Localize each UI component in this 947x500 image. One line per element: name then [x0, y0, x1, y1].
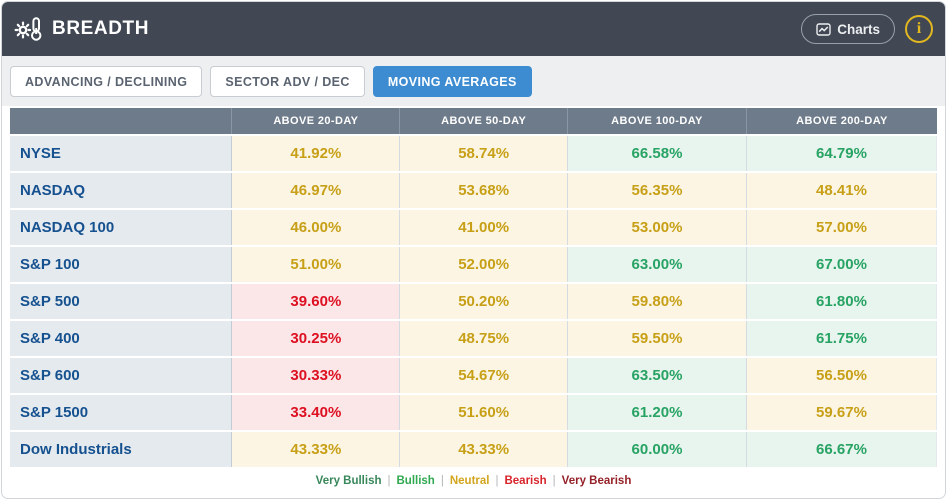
- value-cell: 60.00%: [568, 432, 747, 467]
- value-cell: 64.79%: [746, 136, 937, 171]
- value-cell: 59.50%: [568, 321, 747, 356]
- legend-item: Very Bearish: [561, 475, 632, 487]
- value-cell: 61.75%: [746, 321, 937, 356]
- value-cell: 57.00%: [746, 210, 937, 245]
- value-cell: 48.75%: [400, 321, 569, 356]
- value-cell: 30.25%: [232, 321, 401, 356]
- column-header: ABOVE 200-DAY: [746, 108, 937, 134]
- legend-separator: |: [440, 475, 444, 487]
- row-label: NASDAQ: [10, 173, 233, 208]
- value-cell: 43.33%: [400, 432, 569, 467]
- table-row: S&P 600 30.33% 54.67% 63.50% 56.50%: [10, 358, 937, 393]
- legend-separator: |: [387, 475, 391, 487]
- sun-thermometer-icon: [14, 16, 44, 42]
- value-cell: 66.58%: [568, 136, 747, 171]
- value-cell: 41.00%: [400, 210, 569, 245]
- table-row: S&P 100 51.00% 52.00% 63.00% 67.00%: [10, 247, 937, 282]
- column-header: ABOVE 50-DAY: [400, 108, 569, 134]
- value-cell: 48.41%: [746, 173, 937, 208]
- table-row: NYSE 41.92% 58.74% 66.58% 64.79%: [10, 136, 937, 171]
- column-header: ABOVE 100-DAY: [568, 108, 747, 134]
- topbar: BREADTH Charts i: [2, 2, 945, 56]
- legend-item: Very Bullish: [315, 475, 382, 487]
- value-cell: 67.00%: [746, 247, 937, 282]
- value-cell: 56.50%: [746, 358, 937, 393]
- value-cell: 59.67%: [746, 395, 937, 430]
- row-label: S&P 100: [10, 247, 233, 282]
- table-body: NYSE 41.92% 58.74% 66.58% 64.79% NASDAQ 46.97%…: [10, 136, 937, 467]
- value-cell: 51.60%: [400, 395, 569, 430]
- value-cell: 59.80%: [568, 284, 747, 319]
- row-label: S&P 500: [10, 284, 233, 319]
- row-label: NASDAQ 100: [10, 210, 233, 245]
- table-header-row: ABOVE 20-DAY ABOVE 50-DAY ABOVE 100-DAY ABO…: [10, 108, 937, 134]
- table-row: S&P 500 39.60% 50.20% 59.80% 61.80%: [10, 284, 937, 319]
- table-row: NASDAQ 46.97% 53.68% 56.35% 48.41%: [10, 173, 937, 208]
- topbar-left: BREADTH: [14, 16, 149, 42]
- legend-separator: |: [495, 475, 499, 487]
- row-label: S&P 1500: [10, 395, 233, 430]
- column-header: ABOVE 20-DAY: [232, 108, 401, 134]
- value-cell: 43.33%: [232, 432, 401, 467]
- table-row: Dow Industrials 43.33% 43.33% 60.00% 66.67%: [10, 432, 937, 467]
- value-cell: 52.00%: [400, 247, 569, 282]
- row-label: Dow Industrials: [10, 432, 233, 467]
- value-cell: 33.40%: [232, 395, 401, 430]
- charts-button[interactable]: Charts: [801, 14, 895, 44]
- table-row: NASDAQ 100 46.00% 41.00% 53.00% 57.00%: [10, 210, 937, 245]
- page-title: BREADTH: [52, 18, 150, 39]
- value-cell: 53.00%: [568, 210, 747, 245]
- tab-sector-adv-dec[interactable]: SECTOR ADV / DEC: [210, 66, 365, 97]
- row-label: S&P 400: [10, 321, 233, 356]
- charts-button-label: Charts: [837, 21, 880, 37]
- value-cell: 46.97%: [232, 173, 401, 208]
- legend-item: Neutral: [449, 475, 490, 487]
- value-cell: 63.00%: [568, 247, 747, 282]
- value-cell: 61.20%: [568, 395, 747, 430]
- value-cell: 56.35%: [568, 173, 747, 208]
- legend: Very Bullish | Bullish | Neutral | Bearish | Ver…: [2, 469, 945, 497]
- breadth-table: ABOVE 20-DAY ABOVE 50-DAY ABOVE 100-DAY ABO…: [10, 106, 937, 469]
- value-cell: 30.33%: [232, 358, 401, 393]
- info-icon[interactable]: i: [905, 15, 933, 43]
- value-cell: 54.67%: [400, 358, 569, 393]
- value-cell: 51.00%: [232, 247, 401, 282]
- table-row: S&P 400 30.25% 48.75% 59.50% 61.75%: [10, 321, 937, 356]
- row-label: NYSE: [10, 136, 233, 171]
- value-cell: 66.67%: [746, 432, 937, 467]
- legend-item: Bearish: [504, 475, 547, 487]
- value-cell: 46.00%: [232, 210, 401, 245]
- table-header: ABOVE 20-DAY ABOVE 50-DAY ABOVE 100-DAY ABO…: [10, 108, 937, 134]
- table-wrap: ABOVE 20-DAY ABOVE 50-DAY ABOVE 100-DAY ABO…: [2, 106, 945, 469]
- value-cell: 41.92%: [232, 136, 401, 171]
- tab-bar: ADVANCING / DECLINING SECTOR ADV / DEC M…: [2, 56, 945, 106]
- chart-line-icon: [816, 22, 831, 36]
- value-cell: 63.50%: [568, 358, 747, 393]
- value-cell: 50.20%: [400, 284, 569, 319]
- value-cell: 53.68%: [400, 173, 569, 208]
- corner-header-cell: [10, 108, 233, 134]
- value-cell: 58.74%: [400, 136, 569, 171]
- tab-moving-averages[interactable]: MOVING AVERAGES: [372, 66, 532, 97]
- row-label: S&P 600: [10, 358, 233, 393]
- topbar-right: Charts i: [801, 14, 933, 44]
- table-row: S&P 1500 33.40% 51.60% 61.20% 59.67%: [10, 395, 937, 430]
- value-cell: 39.60%: [232, 284, 401, 319]
- tab-advancing-declining[interactable]: ADVANCING / DECLINING: [10, 66, 203, 97]
- legend-separator: |: [552, 475, 556, 487]
- value-cell: 61.80%: [746, 284, 937, 319]
- legend-item: Bullish: [396, 475, 435, 487]
